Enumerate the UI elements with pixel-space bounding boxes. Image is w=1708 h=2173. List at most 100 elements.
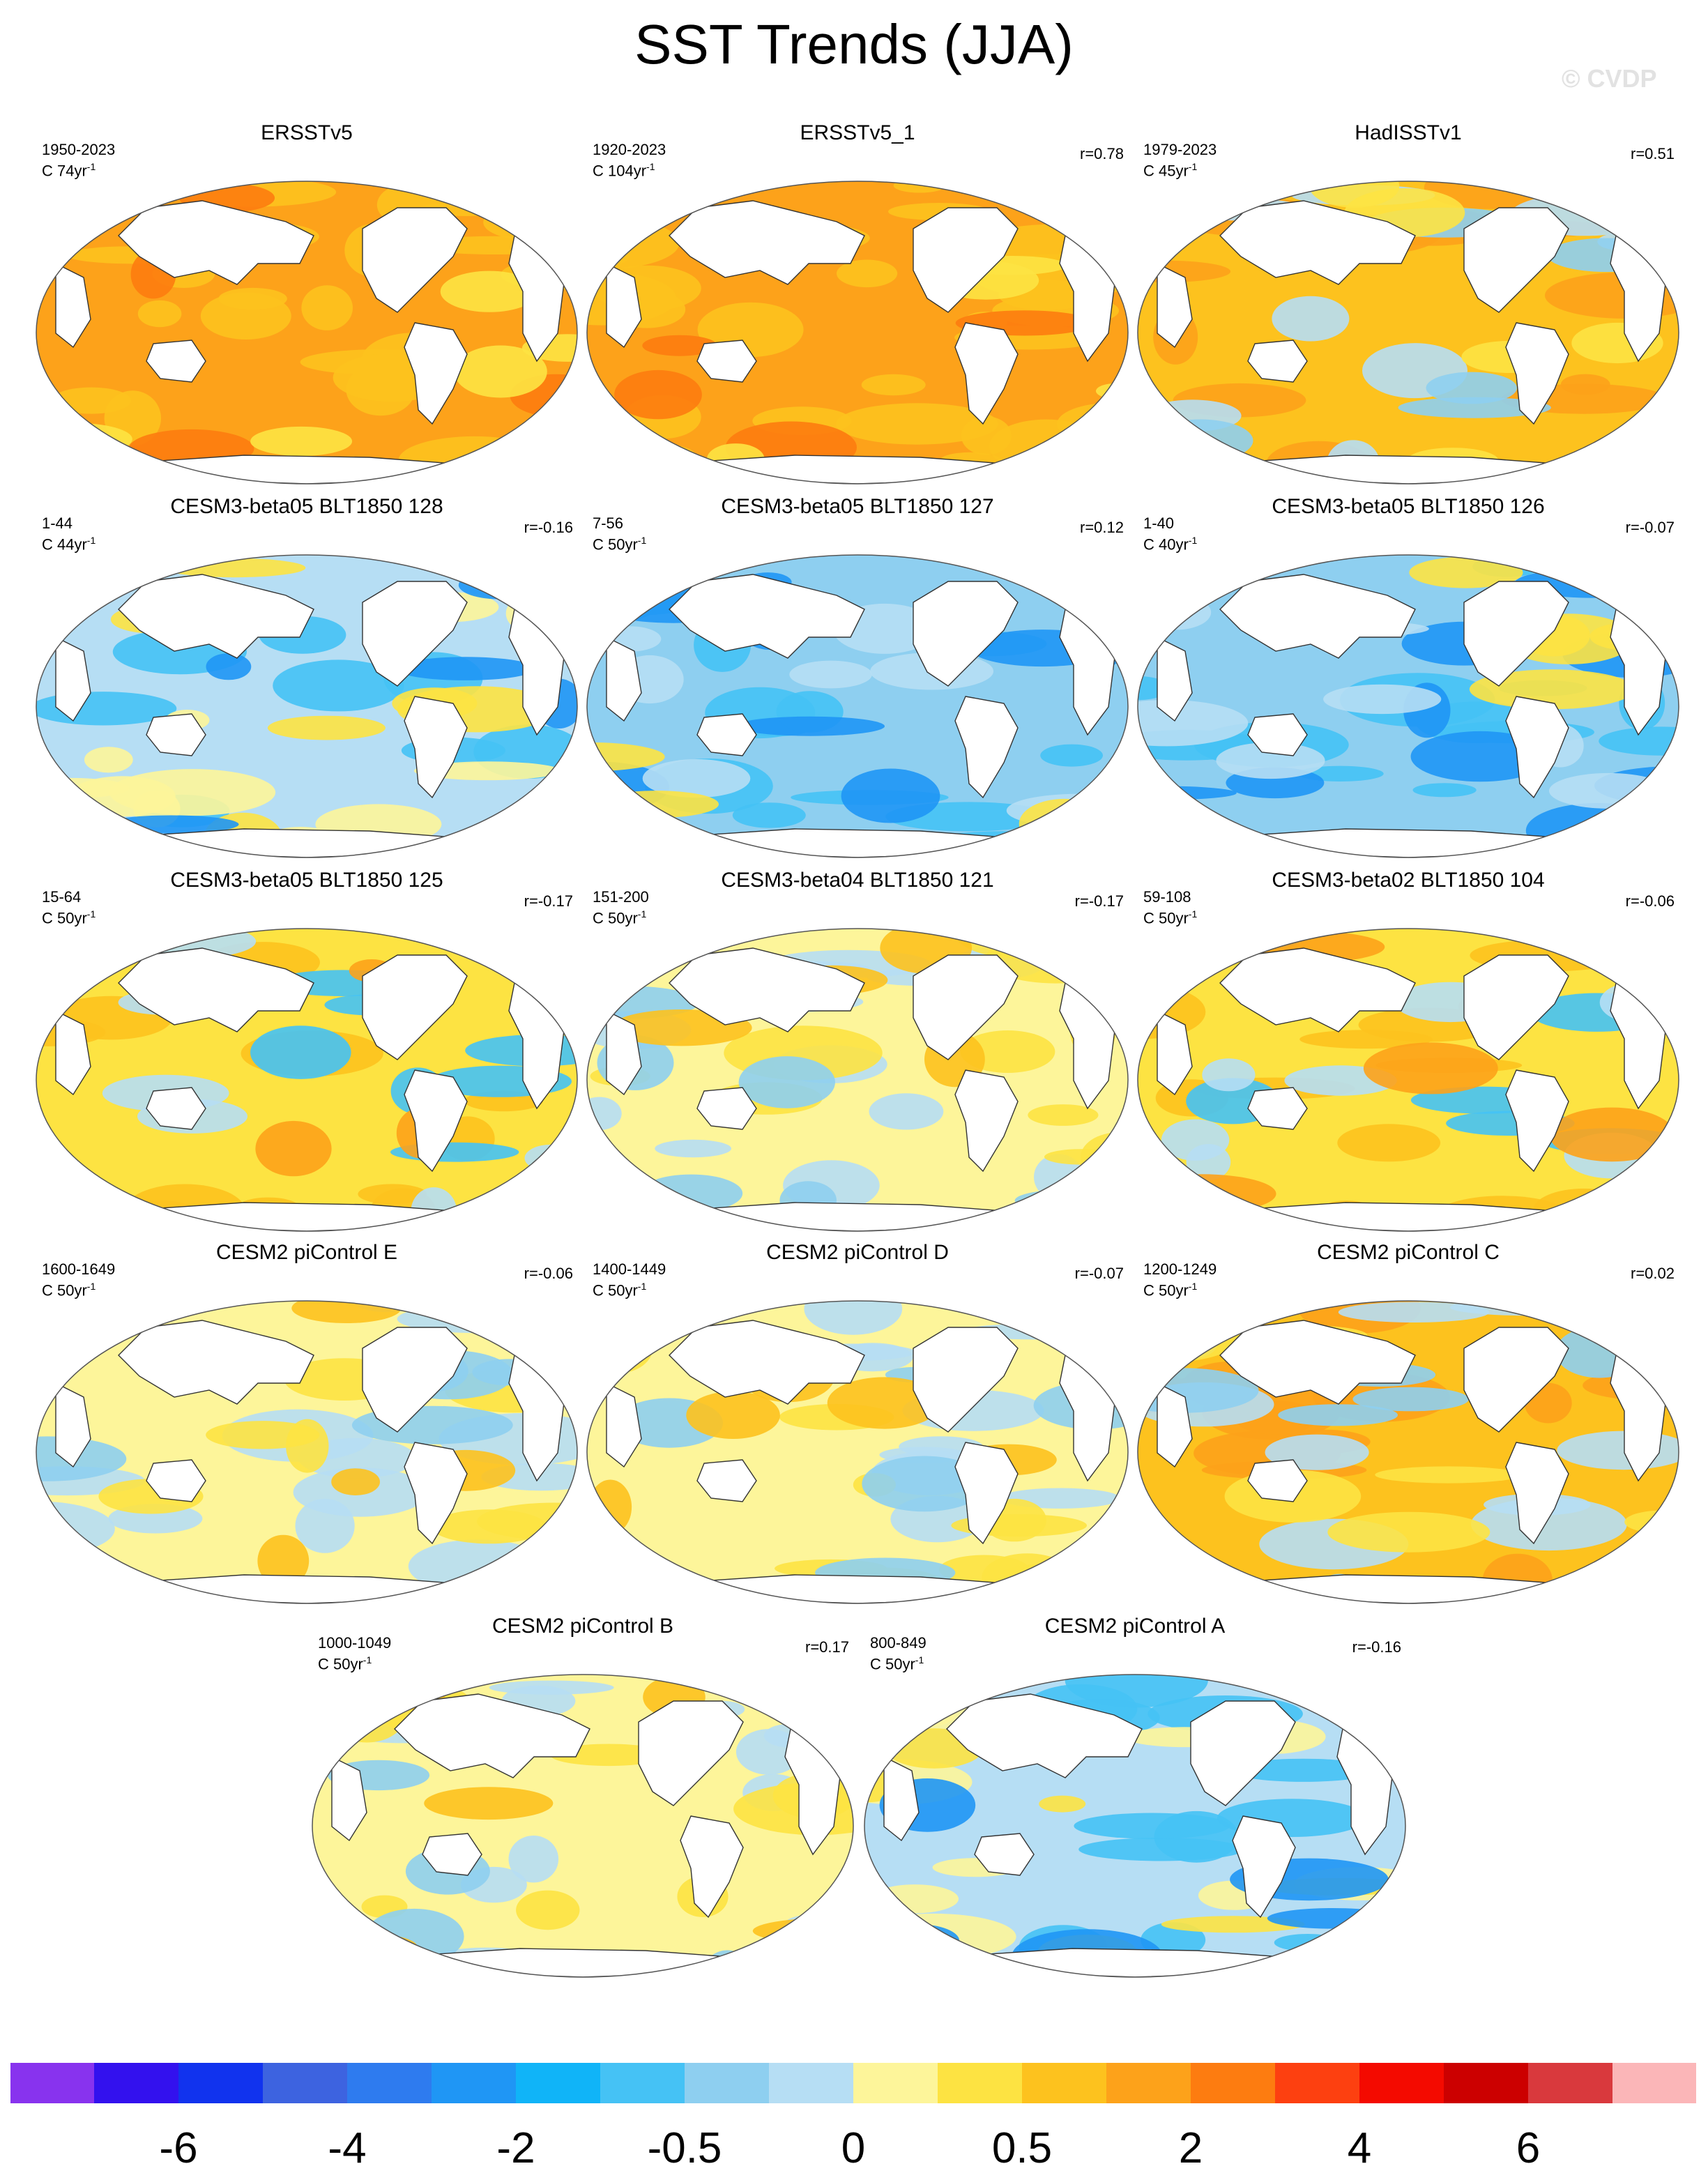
colorbar-swatch [178, 2062, 264, 2104]
colorbar-swatch [1528, 2062, 1613, 2104]
colorbar-tick-label: -4 [328, 2124, 367, 2172]
panel-units-exponent: -1 [1188, 161, 1198, 172]
colorbar-swatch [94, 2062, 179, 2104]
trend-contour [52, 822, 135, 857]
panel-units: C 50yr-1 [318, 1652, 372, 1672]
trend-contour [1033, 1566, 1128, 1603]
trend-contour [961, 416, 1012, 455]
trend-contour [804, 1301, 903, 1335]
sst-trend-map [586, 1300, 1129, 1604]
trend-contour [1216, 742, 1325, 779]
trend-contour [69, 776, 176, 817]
trend-contour [643, 445, 700, 478]
trend-contour [862, 1456, 987, 1512]
trend-contour [273, 659, 404, 712]
panel-correlation: r=-0.07 [1625, 519, 1675, 536]
panel-title: ERSSTv5 [261, 121, 353, 144]
panel-units-exponent: -1 [363, 1654, 372, 1665]
sst-trend-map [1137, 928, 1679, 1232]
trend-contour [1398, 397, 1551, 418]
colorbar-swatch [1106, 2062, 1191, 2104]
panel-units-text: C 45yr [1143, 162, 1189, 180]
trend-contour [836, 403, 998, 445]
trend-contour [458, 570, 543, 600]
trend-contour [766, 1933, 853, 1951]
panel-units: C 50yr-1 [870, 1652, 924, 1672]
panel-units: C 74yr-1 [42, 158, 96, 179]
panel-correlation: r=-0.06 [524, 1265, 573, 1282]
panel-period: 1979-2023 [1143, 141, 1217, 158]
trend-contour [837, 259, 898, 288]
trend-contour [1603, 1187, 1661, 1231]
trend-contour [1412, 783, 1477, 798]
panel-correlation: r=0.12 [1080, 519, 1124, 536]
panel-units-text: C 40yr [1143, 535, 1189, 554]
map-border [586, 928, 1129, 1232]
panel-units-text: C 44yr [42, 535, 87, 554]
panel-units-exponent: -1 [637, 535, 647, 546]
sst-trend-map [36, 181, 578, 485]
panel-title: CESM2 piControl C [1317, 1241, 1500, 1264]
trend-contour [595, 791, 719, 818]
trend-contour [493, 445, 544, 476]
trend-contour [1028, 1104, 1099, 1126]
map-border [36, 928, 578, 1232]
panel-correlation: r=-0.17 [524, 892, 573, 910]
colorbar-swatch [1191, 2062, 1276, 2104]
trend-contour [1337, 1124, 1441, 1162]
trend-contour [1318, 1675, 1404, 1704]
panel-units-exponent: -1 [86, 161, 96, 172]
trend-contour [1568, 181, 1661, 211]
panel-units: C 45yr-1 [1143, 158, 1197, 179]
trend-contour [137, 300, 182, 328]
colorbar-tick-label: 0.5 [991, 2124, 1053, 2172]
sst-trend-map [586, 928, 1129, 1232]
trend-contour [1549, 1107, 1675, 1162]
map-panel: CESM3-beta05 BLT1850 128 1-44 C 44yr-1 r=-0… [28, 492, 586, 862]
trend-contour [206, 653, 252, 680]
panel-period: 15-64 [42, 888, 82, 906]
trend-contour [588, 1479, 632, 1534]
panel-units-exponent: -1 [86, 908, 96, 920]
panel-units-text: C 74yr [42, 162, 87, 180]
trend-contour [267, 715, 386, 740]
sst-trend-map [586, 181, 1129, 485]
map-border [586, 554, 1129, 858]
trend-contour [736, 1693, 853, 1709]
trend-contour [869, 1093, 944, 1130]
colorbar-tick-label: 2 [1178, 2124, 1203, 2172]
trend-contour [1549, 772, 1669, 809]
trend-contour [1363, 1042, 1498, 1095]
panel-units-exponent: -1 [1188, 535, 1198, 546]
map-panel: ERSSTv5 1950-2023 C 74yr-1 [28, 119, 586, 488]
trend-contour [536, 974, 577, 989]
trend-contour [417, 836, 553, 857]
map-border [1137, 554, 1679, 858]
map-border [586, 1300, 1129, 1604]
panel-period: 800-849 [870, 1634, 927, 1652]
panel-units-text: C 50yr [870, 1655, 915, 1673]
colorbar-swatch [938, 2062, 1023, 2104]
map-panel: CESM2 piControl C 1200-1249 C 50yr-1 r=0.02 [1129, 1238, 1687, 1608]
trend-contour [36, 1306, 108, 1338]
panel-period: 1920-2023 [593, 141, 666, 158]
panel-period: 1950-2023 [42, 141, 116, 158]
panel-period: 1400-1449 [593, 1260, 666, 1278]
panel-title: CESM2 piControl E [215, 1241, 398, 1264]
colorbar-tick-label: 0 [841, 2124, 866, 2172]
trend-contour [861, 374, 926, 396]
panel-units-exponent: -1 [646, 161, 655, 172]
trend-contour [1065, 1675, 1208, 1708]
colorbar-swatch [432, 2062, 517, 2104]
panel-title: CESM3-beta05 BLT1850 128 [170, 495, 443, 518]
trend-contour [1140, 595, 1212, 630]
map-panel: ERSSTv5_1 1920-2023 C 104yr-1 r=0.78 [579, 119, 1136, 488]
panel-period: 1200-1249 [1143, 1260, 1217, 1278]
trend-contour [1079, 1301, 1128, 1322]
trend-contour [1175, 1198, 1240, 1231]
sst-trend-map [36, 1300, 578, 1604]
panel-correlation: r=-0.07 [1074, 1265, 1124, 1282]
sst-trend-map [36, 554, 578, 858]
trend-contour [454, 345, 547, 398]
colorbar [10, 2062, 1697, 2104]
